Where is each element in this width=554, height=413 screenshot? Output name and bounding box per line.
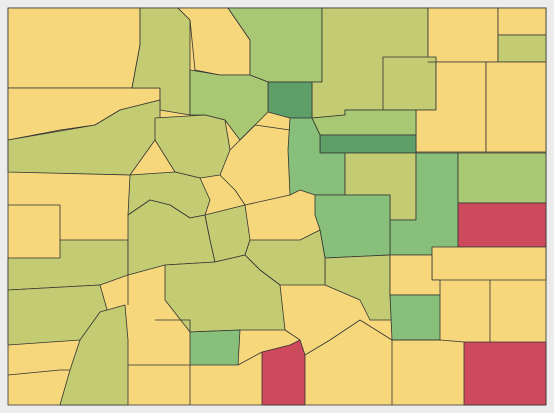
border [128, 364, 191, 405]
border [219, 174, 291, 206]
county [319, 134, 417, 154]
county [485, 61, 547, 153]
county [7, 7, 141, 89]
county [457, 202, 547, 248]
county [463, 341, 547, 406]
county [389, 294, 441, 341]
border [7, 369, 70, 376]
county [189, 329, 241, 366]
county [314, 194, 391, 259]
border [284, 329, 301, 341]
county [59, 304, 129, 406]
border [237, 351, 263, 366]
county [497, 7, 547, 36]
county [382, 56, 437, 111]
county [427, 7, 499, 63]
border [229, 124, 291, 151]
county [431, 246, 547, 281]
county [267, 81, 313, 119]
county [457, 152, 547, 204]
border [304, 319, 465, 356]
border [8, 204, 61, 240]
border [155, 319, 191, 332]
county [497, 34, 547, 63]
county [164, 254, 286, 333]
